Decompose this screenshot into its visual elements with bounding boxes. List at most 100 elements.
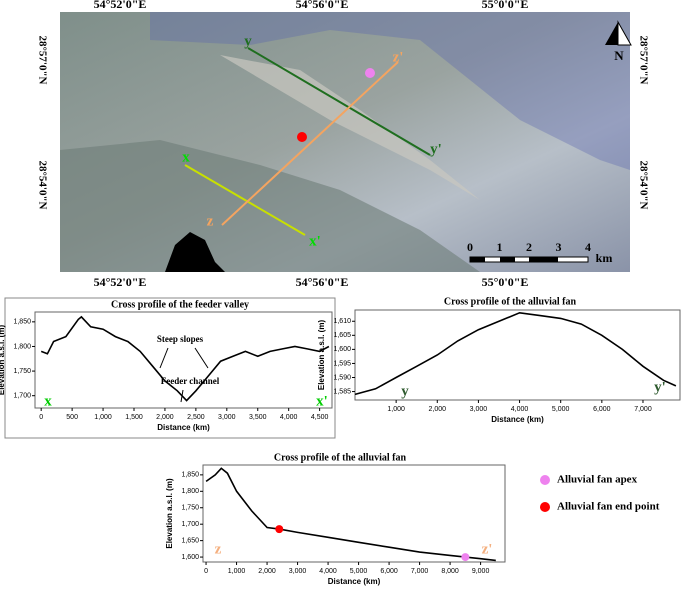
latitude-label: 28°54'0"N: [637, 160, 649, 209]
x-tick-label: 1,000: [228, 568, 246, 575]
annotation: x: [44, 393, 52, 409]
x-tick-label: 0: [204, 568, 208, 575]
profile-z: [221, 61, 399, 226]
profile-line: [354, 311, 677, 396]
y-tick-label: 1,600: [181, 554, 199, 561]
x-tick-label: 3,000: [470, 406, 488, 413]
x-axis-label: Distance (km): [328, 577, 381, 586]
y-tick-label: 1,595: [333, 360, 351, 367]
longitude-label: 54°52'0"E: [94, 0, 147, 11]
annotation: Steep slopes: [157, 334, 204, 344]
profile-label: x': [309, 233, 321, 249]
scale-unit: km: [596, 251, 613, 265]
annotation: Feeder channel: [161, 376, 220, 386]
profile-point: [275, 525, 284, 534]
y-tick-label: 1,700: [181, 521, 199, 528]
legend-swatch: [540, 502, 550, 512]
longitude-label: 54°56'0"E: [296, 275, 349, 289]
x-tick-label: 3,000: [218, 414, 236, 421]
y-axis-label: Elevation a.s.l. (m): [317, 320, 326, 391]
latitude-label: 28°54'0"N: [36, 160, 48, 209]
north-label: N: [614, 48, 624, 63]
longitude-label: 54°52'0"E: [94, 275, 147, 289]
y-tick-label: 1,590: [333, 374, 351, 381]
chart-frame: [4, 297, 336, 439]
x-tick-label: 4,500: [311, 414, 329, 421]
scale-bar-segment: [500, 257, 515, 262]
x-tick-label: 4,000: [319, 568, 337, 575]
chart-title: Cross profile of the alluvial fan: [274, 452, 407, 463]
x-tick-label: 5,000: [350, 568, 368, 575]
x-tick-label: 6,000: [593, 406, 611, 413]
longitude-label: 55°0'0"E: [482, 0, 529, 11]
scale-bar-segment: [529, 257, 558, 262]
x-tick-label: 0: [39, 414, 43, 421]
annotation: y: [401, 383, 409, 399]
profile-label: z': [393, 49, 404, 65]
y-tick-label: 1,800: [181, 488, 199, 495]
profile-line: [205, 467, 496, 562]
x-tick-label: 3,500: [249, 414, 267, 421]
scale-label: 1: [497, 240, 503, 254]
x-tick-label: 1,000: [94, 414, 112, 421]
annotation: z': [482, 541, 493, 557]
dark-rock: [165, 232, 225, 272]
annotation: x': [316, 393, 328, 409]
profile-point: [461, 553, 470, 562]
apex-marker: [365, 68, 375, 78]
x-axis-label: Distance (km): [491, 415, 544, 424]
y-tick-label: 1,600: [333, 346, 351, 353]
x-axis-label: Distance (km): [157, 423, 210, 432]
profile-label: y': [430, 141, 442, 157]
north-arrow: [605, 22, 618, 45]
x-tick-label: 2,000: [258, 568, 276, 575]
latitude-label: 28°57'0"N: [637, 35, 649, 84]
y-tick-label: 1,800: [13, 343, 31, 350]
x-tick-label: 4,000: [280, 414, 298, 421]
latitude-label: 28°57'0"N: [36, 35, 48, 84]
y-tick-label: 1,750: [13, 368, 31, 375]
legend-label: Alluvial fan end point: [557, 501, 660, 513]
profile-x: [184, 164, 306, 236]
x-tick-label: 4,000: [511, 406, 529, 413]
y-tick-label: 1,650: [181, 537, 199, 544]
mountains: [60, 140, 480, 272]
annotation-arrow: [194, 347, 209, 369]
x-tick-label: 1,000: [387, 406, 405, 413]
profile-y: [247, 47, 431, 156]
x-tick-label: 1,500: [125, 414, 143, 421]
x-tick-label: 8,000: [441, 568, 459, 575]
legend-label: Alluvial fan apex: [557, 474, 638, 486]
y-tick-label: 1,610: [333, 318, 351, 325]
scale-label: 4: [585, 240, 591, 254]
x-tick-label: 2,500: [187, 414, 205, 421]
y-axis-label: Elevation a.s.l. (m): [0, 325, 6, 396]
plot-area: [202, 464, 506, 563]
x-tick-label: 2,000: [156, 414, 174, 421]
fan-surface: [220, 55, 480, 200]
x-tick-label: 9,000: [472, 568, 490, 575]
x-tick-label: 500: [66, 414, 78, 421]
profile-line: [40, 315, 330, 402]
y-tick-label: 1,585: [333, 388, 351, 395]
scale-label: 0: [467, 240, 473, 254]
profile-label: x: [182, 149, 190, 165]
annotation: y': [654, 379, 666, 395]
longitude-label: 54°56'0"E: [296, 0, 349, 11]
profile-label: z: [207, 213, 214, 229]
annotation-arrow: [159, 347, 169, 369]
scale-bar-segment: [470, 257, 485, 262]
x-tick-label: 5,000: [552, 406, 570, 413]
x-tick-label: 7,000: [634, 406, 652, 413]
profile-label: y: [244, 33, 252, 49]
annotation: z: [215, 541, 222, 557]
x-tick-label: 3,000: [289, 568, 307, 575]
plot-area: [34, 311, 333, 409]
y-tick-label: 1,850: [181, 472, 199, 479]
y-tick-label: 1,750: [181, 505, 199, 512]
scale-label: 3: [556, 240, 562, 254]
y-tick-label: 1,700: [13, 393, 31, 400]
annotation-arrow: [180, 389, 184, 403]
chart-title: Cross profile of the alluvial fan: [444, 296, 577, 307]
